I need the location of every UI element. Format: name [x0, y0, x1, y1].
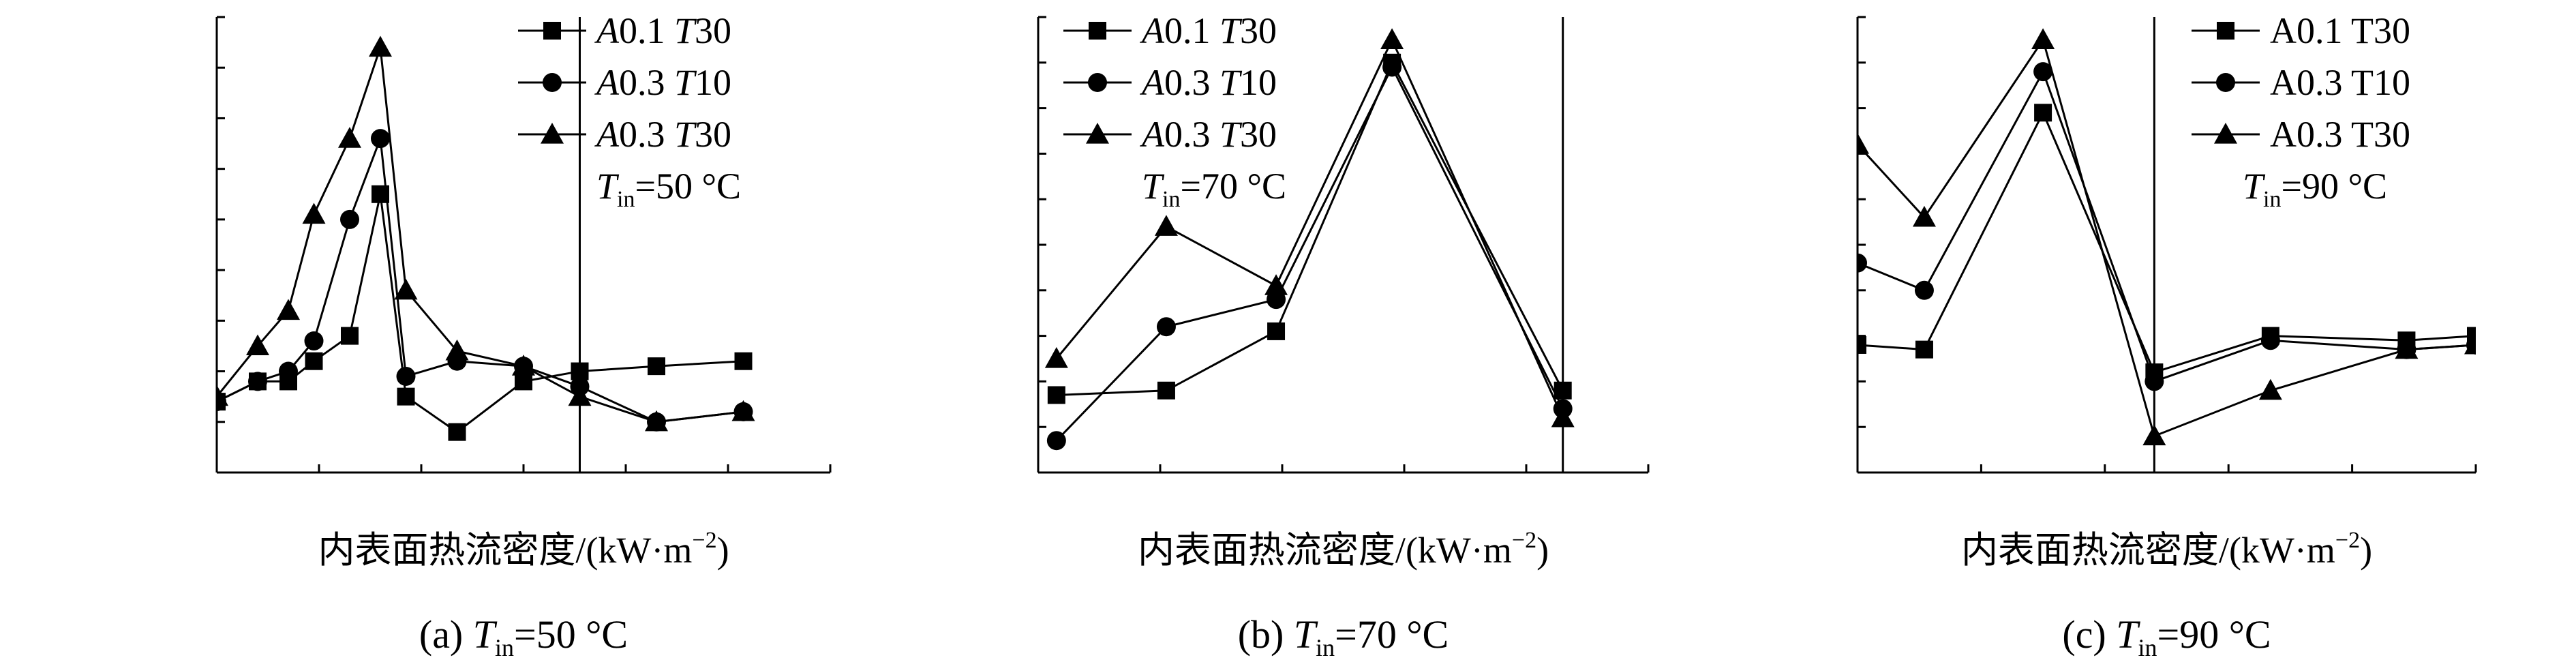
- data-point-b-1: [1046, 431, 1066, 451]
- legend-label-a-2: A0.3 T30: [594, 114, 731, 155]
- data-point-c-2: [2395, 338, 2419, 359]
- caption-a: (a) Tin=50 °C: [419, 612, 628, 660]
- data-point-b-1: [1382, 57, 1402, 77]
- legend-note-b: Tin=70 °C: [1142, 166, 1286, 212]
- legend-marker-c-0: [2217, 22, 2234, 40]
- data-point-a-2: [302, 202, 326, 224]
- data-point-a-0: [372, 185, 389, 203]
- legend-marker-c-2: [2214, 123, 2237, 144]
- data-point-c-0: [2034, 104, 2052, 122]
- legend-label-a-0: A0.1 T30: [594, 10, 731, 51]
- caption-b: (b) Tin=70 °C: [1238, 612, 1449, 660]
- data-point-a-2: [512, 355, 535, 376]
- data-point-a-1: [371, 129, 390, 149]
- legend-marker-c-1: [2216, 73, 2235, 92]
- data-point-a-2: [445, 339, 469, 361]
- data-point-c-2: [1858, 133, 1869, 154]
- x-axis-label-c: 内表面热流密度/(kW·m−2): [1961, 528, 2372, 571]
- data-point-c-1: [1858, 253, 1867, 273]
- legend-label-c-1: A0.3 T10: [2270, 62, 2410, 103]
- data-point-c-2: [2031, 28, 2055, 49]
- data-point-b-2: [1551, 406, 1575, 427]
- data-point-a-1: [396, 366, 416, 386]
- data-point-c-0: [1915, 340, 1933, 359]
- plot-area-b: [1044, 28, 1575, 451]
- caption-c: (c) Tin=90 °C: [2062, 612, 2271, 660]
- data-point-c-2: [2464, 333, 2476, 355]
- data-point-a-0: [397, 387, 415, 406]
- data-point-c-2: [2142, 424, 2166, 446]
- series-line-b-0: [1056, 60, 1564, 396]
- data-point-a-0: [448, 423, 466, 441]
- legend-marker-a-2: [541, 123, 564, 144]
- data-point-c-2: [1912, 205, 1936, 227]
- panel-b: 内表面热流密度/(kW·m−2)(b) Tin=70 °CA0.1 T30A0.…: [1037, 10, 1650, 660]
- data-point-a-2: [338, 127, 361, 148]
- data-point-a-0: [648, 357, 665, 376]
- data-point-a-2: [217, 385, 228, 406]
- data-point-a-1: [279, 361, 298, 381]
- data-point-a-1: [304, 331, 324, 351]
- data-point-a-2: [645, 410, 668, 432]
- data-point-b-2: [1264, 274, 1288, 295]
- legend-b: A0.1 T30 A0.3 T10 A0.3 T30 Tin=70 °C: [1063, 10, 1286, 212]
- legend-marker-b-0: [1089, 22, 1106, 40]
- plot-area-a: [217, 35, 755, 441]
- legend-label-b-2: A0.3 T30: [1140, 114, 1277, 155]
- data-point-a-2: [568, 385, 592, 406]
- data-point-c-2: [2258, 378, 2282, 400]
- data-point-b-0: [1047, 386, 1065, 404]
- data-point-c-1: [2260, 331, 2280, 350]
- legend-note-c: Tin=90 °C: [2243, 166, 2387, 212]
- legend-label-b-1: A0.3 T10: [1140, 62, 1277, 103]
- data-point-b-0: [1267, 322, 1286, 340]
- legend-marker-a-0: [543, 22, 561, 40]
- data-point-c-1: [2145, 372, 2164, 391]
- x-axis-label-b: 内表面热流密度/(kW·m−2): [1138, 528, 1549, 571]
- data-point-a-1: [340, 209, 359, 229]
- legend-marker-a-1: [543, 73, 562, 92]
- legend-marker-b-1: [1088, 73, 1107, 92]
- data-point-a-0: [305, 352, 323, 370]
- data-point-c-0: [1858, 335, 1866, 354]
- data-point-a-1: [248, 372, 267, 391]
- legend-c: A0.1 T30 A0.3 T10 A0.3 T30 Tin=90 °C: [2192, 10, 2410, 212]
- data-point-a-2: [246, 334, 269, 356]
- data-point-b-1: [1156, 317, 1176, 337]
- data-point-c-1: [2033, 62, 2053, 82]
- legend-note-a: Tin=50 °C: [596, 166, 741, 212]
- panel-c: 内表面热流密度/(kW·m−2)(c) Tin=90 °CA0.1 T30A0.…: [1856, 10, 2477, 660]
- data-point-a-2: [731, 400, 755, 421]
- data-point-c-1: [1914, 280, 1934, 300]
- plot-area-c: [1858, 28, 2476, 446]
- data-point-b-2: [1044, 347, 1068, 368]
- data-point-a-0: [734, 352, 753, 370]
- legend-label-a-1: A0.3 T10: [594, 62, 731, 103]
- legend-label-c-2: A0.3 T30: [2270, 114, 2410, 155]
- legend-a: A0.1 T30 A0.3 T10 A0.3 T30 Tin=50 °C: [518, 10, 741, 212]
- data-point-a-2: [369, 35, 392, 57]
- data-point-a-2: [394, 278, 418, 300]
- x-axis-label-a: 内表面热流密度/(kW·m−2): [318, 528, 729, 571]
- data-point-a-0: [341, 327, 359, 345]
- data-point-b-2: [1154, 215, 1178, 236]
- data-point-a-2: [277, 299, 300, 320]
- data-point-b-2: [1380, 28, 1404, 49]
- data-point-b-0: [1157, 381, 1175, 400]
- legend-marker-b-2: [1086, 123, 1109, 144]
- data-point-b-0: [1554, 381, 1572, 400]
- panel-a: 内表面热流密度/(kW·m−2)(a) Tin=50 °CA0.1 T30A0.…: [215, 10, 832, 660]
- legend-label-b-0: A0.1 T30: [1140, 10, 1277, 51]
- legend-label-c-0: A0.1 T30: [2270, 10, 2410, 51]
